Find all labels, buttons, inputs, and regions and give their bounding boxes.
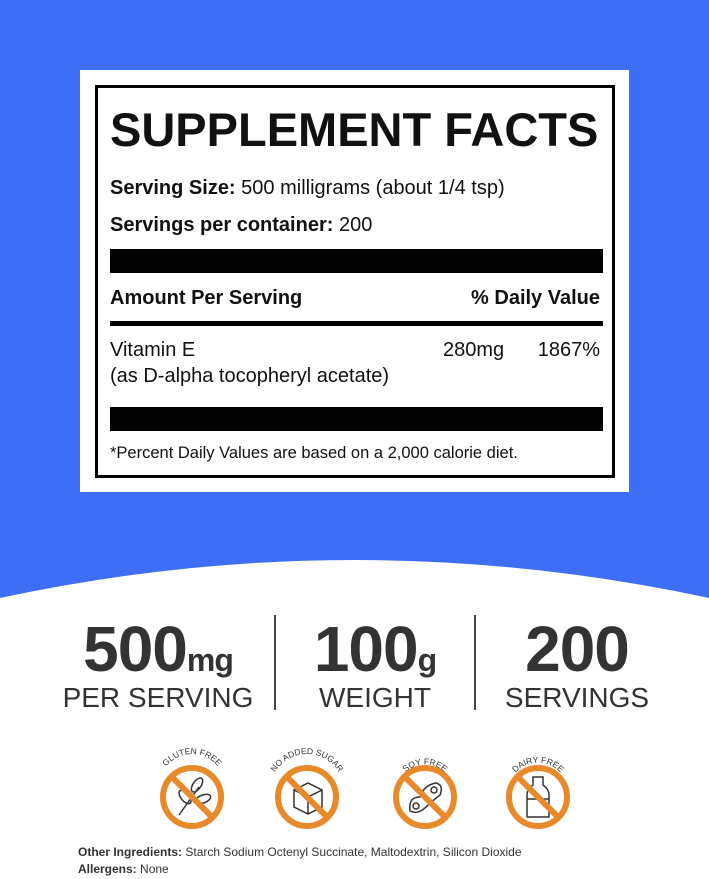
header-divider — [110, 321, 603, 326]
stat-servings: 200 SERVINGS — [504, 613, 650, 713]
serving-size: Serving Size: 500 milligrams (about 1/4 … — [110, 177, 505, 199]
nutrient-name: Vitamin E — [110, 339, 196, 361]
footnote: *Percent Daily Values are based on a 2,0… — [110, 444, 518, 462]
svg-text:DAIRY FREE: DAIRY FREE — [510, 755, 566, 775]
supplement-facts-panel: SUPPLEMENT FACTS Serving Size: 500 milli… — [80, 70, 629, 492]
allergens: Allergens: None — [78, 862, 169, 876]
nutrient-amount: 280mg — [443, 339, 505, 361]
nutrient-dv: 1867% — [537, 339, 600, 361]
soybean-icon — [408, 782, 443, 814]
servings-per-container: Servings per container: 200 — [110, 214, 373, 236]
stat-per-serving: 500mg PER SERVING — [62, 613, 254, 713]
other-ingredients: Other Ingredients: Starch Sodium Octenyl… — [78, 845, 522, 859]
gluten-free-badge: GLUTEN FREE — [160, 746, 224, 829]
dv-header: % Daily Value — [471, 287, 600, 309]
no-added-sugar-badge: NO ADDED SUGAR — [268, 746, 346, 829]
stat-weight: 100g WEIGHT — [313, 613, 437, 713]
stat-divider — [274, 615, 276, 710]
stat-divider — [474, 615, 476, 710]
thick-divider — [110, 407, 603, 431]
svg-text:GLUTEN FREE: GLUTEN FREE — [160, 746, 224, 768]
soy-free-badge: SOY FREE — [393, 756, 457, 829]
thick-divider — [110, 249, 603, 273]
amount-header: Amount Per Serving — [110, 287, 303, 309]
dairy-free-badge: DAIRY FREE — [506, 755, 570, 829]
nutrient-source: (as D-alpha tocopheryl acetate) — [110, 365, 390, 387]
facts-title: SUPPLEMENT FACTS — [110, 103, 599, 156]
